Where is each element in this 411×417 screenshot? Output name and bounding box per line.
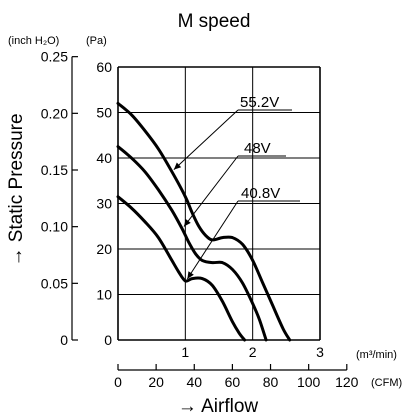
- y-tick-label-pa: 0: [104, 332, 112, 348]
- y-tick-label-inch: 0.05: [41, 275, 68, 291]
- chart-title: M speed: [178, 11, 251, 32]
- x-axis-title: → Airflow: [178, 396, 259, 417]
- series-labels: 55.2V 48V 40.8V: [173, 94, 300, 280]
- series-label-arrowhead: [183, 219, 191, 227]
- y-tick-label-inch: 0.20: [41, 105, 68, 121]
- series-label-leader: [183, 155, 239, 227]
- x-tick-label-m3min: 3: [316, 344, 324, 360]
- x-tick-label-cfm: 40: [186, 374, 202, 390]
- x-tick-label-cfm: 0: [114, 374, 122, 390]
- y-tick-label-inch: 0.15: [41, 162, 68, 178]
- series-label-arrowhead: [187, 271, 194, 279]
- series-label-leader: [186, 200, 239, 280]
- series-label-text: 40.8V: [241, 185, 280, 202]
- series-label-text: 55.2V: [240, 94, 279, 111]
- y-tick-label-pa: 60: [96, 59, 112, 75]
- y-tick-label-pa: 40: [96, 150, 112, 166]
- y-tick-label-pa: 30: [96, 196, 112, 212]
- x-tick-label-cfm: 20: [148, 374, 164, 390]
- x-unit-top: (m³/min): [356, 349, 397, 361]
- x-unit-bottom: (CFM): [371, 377, 402, 389]
- x-tick-label-m3min: 2: [249, 344, 257, 360]
- x-tick-label-cfm: 80: [263, 374, 279, 390]
- y-tick-label-pa: 20: [96, 241, 112, 257]
- y-tick-label-inch: 0.10: [41, 219, 68, 235]
- y-axis-title: → Static Pressure: [6, 113, 27, 266]
- y-tick-label-pa: 50: [96, 105, 112, 121]
- x-tick-label-cfm: 120: [335, 374, 359, 390]
- series-line-55-2V: [116, 101, 292, 342]
- series-label-leader: [173, 109, 239, 171]
- y-unit-left: (inch H₂O): [8, 35, 59, 47]
- series-lines: [116, 101, 292, 342]
- grid: [117, 66, 321, 341]
- x-tick-label-cfm: 60: [225, 374, 241, 390]
- x-tick-label-cfm: 100: [297, 374, 321, 390]
- series-label-arrowhead: [173, 162, 182, 170]
- y-tick-label-pa: 10: [96, 287, 112, 303]
- x-tick-label-m3min: 1: [181, 344, 189, 360]
- series-label-text: 48V: [244, 140, 271, 157]
- series-line-48V: [116, 145, 268, 342]
- y-tick-label-inch: 0: [60, 332, 68, 348]
- y-unit-right: (Pa): [86, 35, 107, 47]
- y-tick-label-inch: 0.25: [41, 49, 68, 65]
- series-line-40-8V: [116, 195, 247, 342]
